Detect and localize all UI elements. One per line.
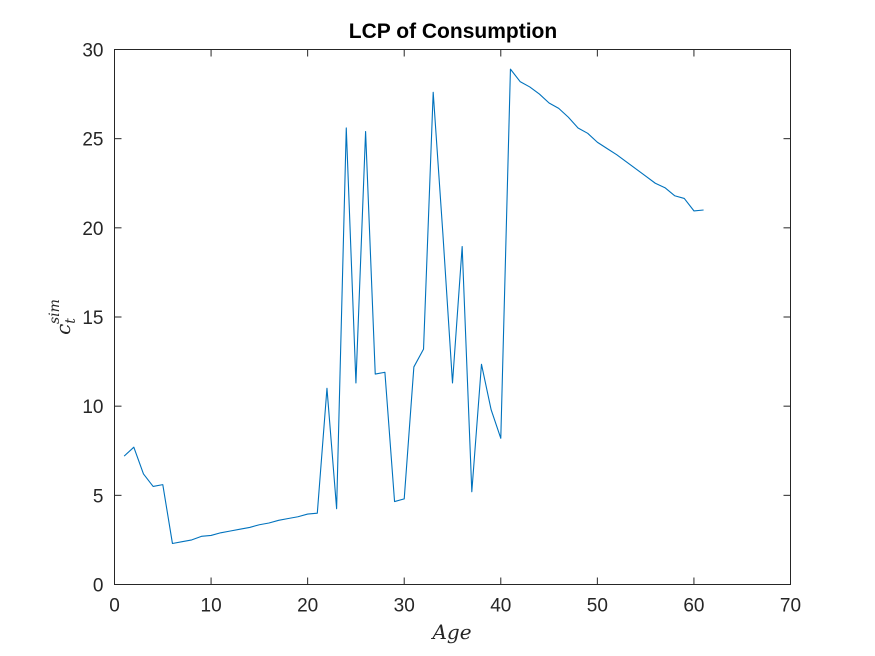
x-tick-label: 20 (297, 596, 318, 617)
y-tick-label: 0 (93, 576, 104, 597)
x-tick-label: 50 (587, 596, 608, 617)
x-tick-label: 60 (683, 596, 704, 617)
svg-text:ctsim: ctsim (47, 299, 79, 335)
chart-title: LCP of Consumption (349, 20, 557, 43)
plot-area: 0 10 20 30 40 50 60 70 0 5 10 15 20 25 30 (82, 41, 801, 617)
y-tick-label: 5 (93, 486, 104, 507)
x-axis-label: Age (430, 620, 471, 644)
y-tick-label: 10 (82, 397, 103, 418)
y-axis-label-superscript: sim (47, 299, 63, 324)
y-tick-label: 25 (82, 130, 103, 151)
x-tick-label: 30 (394, 596, 415, 617)
y-axis-label: ctsim (47, 299, 79, 335)
series-line-consumption (123, 68, 704, 545)
x-tick-label: 40 (490, 596, 511, 617)
x-tick-label: 0 (109, 596, 120, 617)
x-axis-ticks: 0 10 20 30 40 50 60 70 (109, 49, 801, 617)
y-tick-label: 15 (82, 308, 103, 329)
y-tick-label: 20 (82, 219, 103, 240)
x-tick-label: 70 (780, 596, 801, 617)
y-axis-label-subscript: t (63, 318, 79, 324)
y-axis-label-base: c (51, 324, 75, 335)
x-tick-label: 10 (201, 596, 222, 617)
y-axis-ticks: 0 5 10 15 20 25 30 (82, 41, 791, 597)
y-tick-label: 30 (82, 41, 103, 62)
axes-box (114, 49, 791, 585)
